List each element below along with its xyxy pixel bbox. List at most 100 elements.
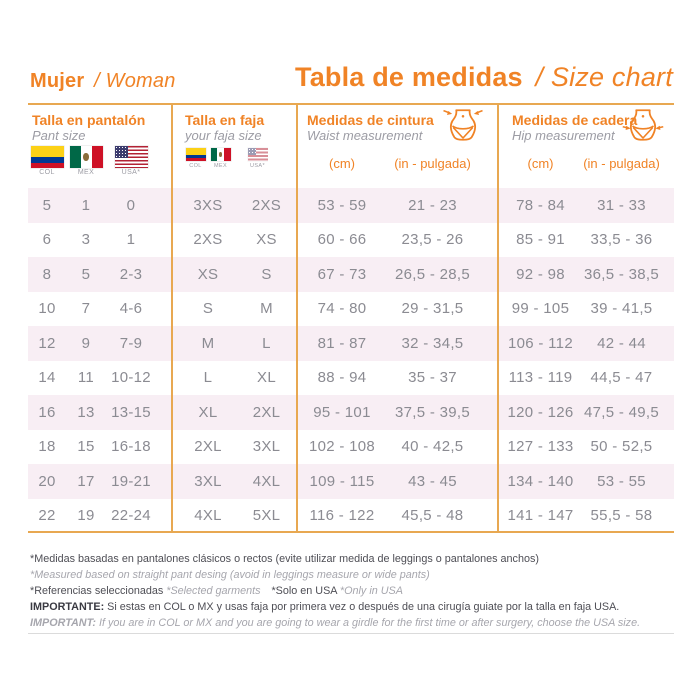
footnote-en: *Measured based on straight pant desing … bbox=[30, 569, 430, 581]
important-label-es: IMPORTANTE: bbox=[30, 601, 105, 613]
cell-waist-in: 35 - 37 bbox=[408, 369, 457, 387]
cell-pant-col: 5 bbox=[42, 196, 52, 214]
column-group-waist: Medidas de cintura Waist measurement bbox=[297, 105, 498, 188]
column-group-faja-size: Talla en faja your faja size COL MEX bbox=[172, 105, 297, 188]
cell-waist-in: 37,5 - 39,5 bbox=[394, 403, 471, 421]
cell-faja-colmex: L bbox=[203, 369, 213, 387]
cell-faja-usa: 2XS bbox=[251, 196, 282, 214]
section-title-en: / Woman bbox=[94, 70, 176, 92]
cell-pant-usa: 22-24 bbox=[111, 507, 151, 525]
cell-faja-colmex: 4XL bbox=[194, 507, 222, 525]
faja-flag-row: COL MEX USA* bbox=[172, 148, 297, 170]
cell-faja-colmex: S bbox=[202, 300, 214, 318]
column-divider bbox=[497, 105, 499, 531]
cell-pant-mex: 17 bbox=[77, 472, 95, 490]
flag-label: USA* bbox=[121, 169, 141, 176]
cell-waist-in: 21 - 23 bbox=[408, 196, 457, 214]
cell-pant-mex: 15 bbox=[77, 438, 95, 456]
cell-faja-colmex: 3XL bbox=[194, 472, 222, 490]
cell-waist-in: 40 - 42,5 bbox=[401, 438, 464, 456]
cell-waist-in: 43 - 45 bbox=[408, 472, 457, 490]
cell-hip-in: 31 - 33 bbox=[597, 196, 646, 214]
cell-hip-in: 42 - 44 bbox=[597, 334, 646, 352]
important-label-en: IMPORTANT: bbox=[30, 617, 96, 629]
cell-hip-in: 36,5 - 38,5 bbox=[583, 265, 660, 283]
cell-faja-usa: 5XL bbox=[252, 507, 281, 525]
cell-faja-usa: 2XL bbox=[252, 403, 281, 421]
flag-label: COL bbox=[189, 163, 202, 169]
cell-pant-usa: 4-6 bbox=[119, 300, 143, 318]
flag-label: MEX bbox=[77, 169, 95, 176]
cell-waist-cm: 53 - 59 bbox=[317, 196, 367, 214]
cell-hip-in: 39 - 41,5 bbox=[590, 300, 653, 318]
cell-waist-in: 26,5 - 28,5 bbox=[394, 265, 471, 283]
page-title-en: / Size chart bbox=[535, 62, 673, 92]
unit-cm-label: (cm) bbox=[329, 156, 355, 171]
unit-cm-label: (cm) bbox=[527, 156, 554, 171]
cell-waist-cm: 81 - 87 bbox=[317, 334, 367, 352]
page-title: Tabla de medidas / Size chart bbox=[295, 62, 673, 93]
cell-waist-cm: 116 - 122 bbox=[309, 507, 375, 525]
cell-waist-cm: 67 - 73 bbox=[317, 265, 367, 283]
unit-in-label: (in - pulgada) bbox=[583, 156, 660, 171]
cell-pant-usa: 1 bbox=[126, 231, 136, 249]
cell-faja-usa: XS bbox=[256, 231, 277, 249]
cell-pant-usa: 0 bbox=[126, 196, 136, 214]
cell-hip-cm: 134 - 140 bbox=[507, 472, 574, 490]
column-divider bbox=[171, 105, 173, 531]
unit-in-label: (in - pulgada) bbox=[394, 156, 471, 171]
cell-pant-mex: 13 bbox=[77, 403, 95, 421]
cell-pant-col: 18 bbox=[38, 438, 56, 456]
cell-hip-in: 44,5 - 47 bbox=[590, 369, 653, 387]
cell-faja-colmex: XL bbox=[198, 403, 218, 421]
waist-title: Medidas de cintura bbox=[307, 112, 434, 128]
cell-pant-usa: 10-12 bbox=[111, 369, 151, 387]
cell-faja-usa: S bbox=[261, 265, 272, 283]
cell-faja-usa: M bbox=[260, 300, 273, 318]
table-row: 8 5 2-3 XS S 67 - 73 26,5 - 28,5 92 - 98 36,5 - … bbox=[28, 257, 674, 292]
section-title: Mujer / Woman bbox=[30, 70, 176, 93]
table-row: 14 11 10-12 L XL 88 - 94 35 - 37 113 - 119 44,5 … bbox=[28, 361, 674, 396]
table-row: 12 9 7-9 M L 81 - 87 32 - 34,5 106 - 112 42 - 44 bbox=[28, 326, 674, 361]
cell-waist-cm: 60 - 66 bbox=[317, 231, 367, 249]
hip-subtitle: Hip measurement bbox=[512, 128, 615, 143]
cell-hip-cm: 78 - 84 bbox=[516, 196, 565, 214]
cell-pant-usa: 16-18 bbox=[111, 438, 151, 456]
references-es: *Referencias seleccionadas bbox=[30, 585, 164, 597]
table-header: Talla en pantalón Pant size COL MEX bbox=[28, 105, 674, 188]
cell-waist-in: 45,5 - 48 bbox=[401, 507, 464, 525]
cell-pant-mex: 3 bbox=[81, 231, 91, 249]
important-text-en: If you are in COL or MX and you are goin… bbox=[95, 617, 641, 629]
cell-faja-colmex: M bbox=[201, 334, 215, 352]
cell-pant-col: 6 bbox=[42, 231, 52, 249]
cell-hip-cm: 85 - 91 bbox=[516, 231, 565, 249]
table-row: 20 17 19-21 3XL 4XL 109 - 115 43 - 45 134 - 140… bbox=[28, 464, 674, 499]
column-divider bbox=[296, 105, 298, 531]
cell-waist-in: 29 - 31,5 bbox=[401, 300, 464, 318]
usa-only-en: *Only in USA bbox=[339, 585, 403, 597]
colombia-flag-icon bbox=[185, 148, 206, 161]
section-title-es: Mujer bbox=[30, 70, 85, 92]
cell-faja-usa: 4XL bbox=[252, 472, 281, 490]
cell-hip-cm: 106 - 112 bbox=[508, 334, 573, 352]
column-group-hip: Medidas de cadera Hip measurement bbox=[498, 105, 674, 188]
flag-label: COL bbox=[39, 169, 55, 176]
cell-faja-colmex: 2XS bbox=[193, 231, 223, 249]
cell-pant-mex: 1 bbox=[81, 196, 91, 214]
cell-waist-cm: 102 - 108 bbox=[308, 438, 376, 456]
footnotes: *Medidas basadas en pantalones clásicos … bbox=[30, 551, 674, 631]
important-note-en: IMPORTANT: If you are in COL or MX and y… bbox=[30, 615, 674, 631]
cell-hip-in: 47,5 - 49,5 bbox=[583, 403, 660, 421]
cell-waist-in: 32 - 34,5 bbox=[401, 334, 464, 352]
table-row: 22 19 22-24 4XL 5XL 116 - 122 45,5 - 48 141 - 1… bbox=[28, 499, 674, 534]
references-en: *Selected garments bbox=[166, 585, 261, 597]
cell-pant-mex: 19 bbox=[77, 507, 95, 525]
table-row: 18 15 16-18 2XL 3XL 102 - 108 40 - 42,5 127 - 1… bbox=[28, 430, 674, 465]
waist-units-row: (cm) (in - pulgada) bbox=[297, 156, 498, 171]
cell-pant-mex: 5 bbox=[81, 265, 91, 283]
table-row: 6 3 1 2XS XS 60 - 66 23,5 - 26 85 - 91 33,5 - 36 bbox=[28, 223, 674, 258]
cell-faja-usa: L bbox=[262, 334, 271, 352]
mexico-flag-icon bbox=[69, 146, 103, 168]
footnote-es: *Medidas basadas en pantalones clásicos … bbox=[30, 553, 539, 565]
